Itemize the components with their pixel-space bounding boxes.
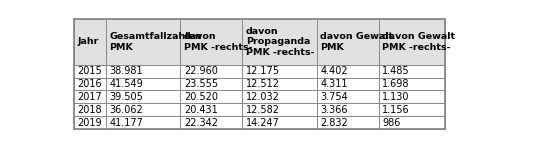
Text: 38.981: 38.981 [109, 66, 143, 76]
Bar [106, 103, 180, 116]
Text: 12.032: 12.032 [246, 92, 279, 102]
Text: davon
Propaganda
PMK -rechts-: davon Propaganda PMK -rechts- [246, 27, 314, 57]
Text: 2015: 2015 [77, 66, 102, 76]
Bar [180, 103, 242, 116]
Bar [242, 116, 317, 129]
Bar [74, 65, 106, 77]
Bar [74, 90, 106, 103]
Bar [106, 77, 180, 90]
Bar [378, 103, 445, 116]
Text: 4.402: 4.402 [320, 66, 348, 76]
Text: 1.130: 1.130 [382, 92, 410, 102]
Text: 22.342: 22.342 [184, 118, 218, 128]
Bar [317, 19, 378, 65]
Bar [317, 65, 378, 77]
Bar [106, 116, 180, 129]
Bar [106, 19, 180, 65]
Bar [74, 19, 106, 65]
Text: davon Gewalt
PMK -rechts-: davon Gewalt PMK -rechts- [382, 32, 455, 52]
Text: 4.311: 4.311 [320, 79, 348, 89]
Bar [378, 116, 445, 129]
Bar [378, 19, 445, 65]
Bar [317, 90, 378, 103]
Text: 20.520: 20.520 [184, 92, 218, 102]
Bar [74, 19, 445, 129]
Bar [180, 19, 242, 65]
Bar [378, 90, 445, 103]
Text: 14.247: 14.247 [246, 118, 279, 128]
Bar [242, 103, 317, 116]
Bar [74, 116, 106, 129]
Bar [180, 77, 242, 90]
Text: 20.431: 20.431 [184, 105, 218, 115]
Bar [317, 77, 378, 90]
Bar [317, 103, 378, 116]
Bar [317, 116, 378, 129]
Bar [180, 116, 242, 129]
Bar [242, 77, 317, 90]
Bar [106, 90, 180, 103]
Bar [74, 77, 106, 90]
Text: 3.366: 3.366 [320, 105, 348, 115]
Text: 2017: 2017 [77, 92, 102, 102]
Text: 12.582: 12.582 [246, 105, 279, 115]
Text: Gesamtfallzahlen
PMK: Gesamtfallzahlen PMK [109, 32, 202, 52]
Text: 12.512: 12.512 [246, 79, 279, 89]
Text: 2018: 2018 [77, 105, 102, 115]
Bar [378, 77, 445, 90]
Bar [378, 65, 445, 77]
Text: 41.549: 41.549 [109, 79, 143, 89]
Text: davon
PMK -rechts-: davon PMK -rechts- [184, 32, 252, 52]
Text: 2.832: 2.832 [320, 118, 348, 128]
Text: 22.960: 22.960 [184, 66, 218, 76]
Bar [242, 65, 317, 77]
Bar [74, 103, 106, 116]
Text: davon Gewalt
PMK: davon Gewalt PMK [320, 32, 393, 52]
Text: 1.485: 1.485 [382, 66, 410, 76]
Text: 39.505: 39.505 [109, 92, 143, 102]
Text: Jahr: Jahr [77, 37, 98, 46]
Text: 3.754: 3.754 [320, 92, 348, 102]
Text: 12.175: 12.175 [246, 66, 279, 76]
Bar [180, 90, 242, 103]
Bar [180, 65, 242, 77]
Text: 2019: 2019 [77, 118, 102, 128]
Text: 986: 986 [382, 118, 400, 128]
Text: 1.698: 1.698 [382, 79, 410, 89]
Bar [106, 65, 180, 77]
Text: 36.062: 36.062 [109, 105, 143, 115]
Bar [242, 19, 317, 65]
Text: 2016: 2016 [77, 79, 102, 89]
Text: 41.177: 41.177 [109, 118, 143, 128]
Text: 23.555: 23.555 [184, 79, 218, 89]
Text: 1.156: 1.156 [382, 105, 410, 115]
Bar [242, 90, 317, 103]
